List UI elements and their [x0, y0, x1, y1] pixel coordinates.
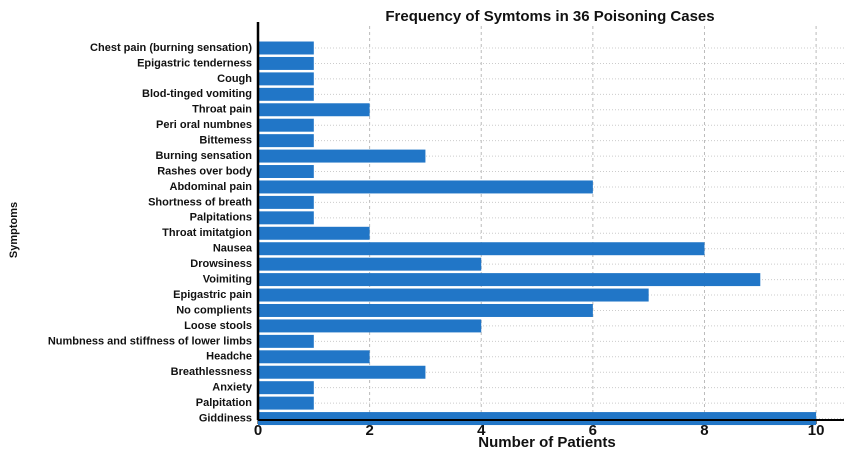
- y-tick-label: Nausea: [213, 243, 253, 255]
- y-tick-label: Cough: [217, 73, 252, 85]
- y-tick-label: Epigastric pain: [173, 289, 252, 301]
- bar: [258, 319, 482, 333]
- x-tick-label: 6: [589, 422, 597, 439]
- bar: [258, 365, 426, 379]
- chart-title: Frequency of Symtoms in 36 Poisoning Cas…: [385, 8, 714, 25]
- bar: [258, 396, 314, 410]
- bar: [258, 134, 314, 148]
- y-axis-label: Symptoms: [8, 202, 20, 258]
- y-tick-label: Drowsiness: [190, 258, 252, 270]
- x-tick-label: 2: [365, 422, 373, 439]
- y-tick-label: Epigastric tenderness: [137, 57, 252, 69]
- y-tick-label: No complients: [176, 304, 252, 316]
- y-tick-label: Headche: [206, 351, 252, 363]
- bar: [258, 118, 314, 132]
- bar: [258, 72, 314, 86]
- x-tick-label: 4: [477, 422, 486, 439]
- y-tick-label: Blod-tinged vomiting: [142, 88, 252, 100]
- bar: [258, 412, 817, 426]
- bar: [258, 103, 370, 117]
- bar: [258, 273, 761, 287]
- bar: [258, 56, 314, 70]
- bar: [258, 288, 649, 302]
- y-tick-label: Burning sensation: [155, 150, 252, 162]
- bar: [258, 381, 314, 395]
- x-tick-label: 0: [254, 422, 262, 439]
- y-tick-label: Breathlessness: [171, 366, 252, 378]
- y-tick-label: Palpitations: [190, 212, 252, 224]
- y-tick-label: Loose stools: [184, 320, 252, 332]
- y-tick-label: Throat pain: [192, 104, 252, 116]
- y-tick-label: Chest pain (burning sensation): [90, 42, 252, 54]
- x-tick-label: 8: [700, 422, 708, 439]
- x-axis-label: Number of Patients: [478, 434, 616, 451]
- bar: [258, 226, 370, 240]
- y-tick-label: Throat imitatgion: [162, 227, 252, 239]
- bar: [258, 165, 314, 179]
- y-tick-label: Numbness and stiffness of lower limbs: [48, 335, 252, 347]
- bar: [258, 242, 705, 256]
- bar: [258, 257, 482, 271]
- bar: [258, 334, 314, 348]
- y-tick-label: Rashes over body: [157, 165, 253, 177]
- bar: [258, 87, 314, 101]
- y-tick-label: Voimiting: [203, 274, 252, 286]
- y-tick-label: Anxiety: [212, 382, 253, 394]
- bar: [258, 180, 593, 194]
- bar: [258, 149, 426, 163]
- bar: [258, 303, 593, 317]
- y-tick-label: Giddiness: [199, 412, 252, 424]
- bar: [258, 195, 314, 209]
- y-tick-label: Shortness of breath: [148, 196, 252, 208]
- x-tick-label: 10: [808, 422, 825, 439]
- bar: [258, 41, 314, 55]
- y-tick-label: Peri oral numbnes: [156, 119, 252, 131]
- bar: [258, 211, 314, 225]
- y-tick-label: Abdominal pain: [170, 181, 253, 193]
- y-tick-label: Bittemess: [199, 135, 252, 147]
- bar: [258, 350, 370, 364]
- y-tick-label: Palpitation: [196, 397, 253, 409]
